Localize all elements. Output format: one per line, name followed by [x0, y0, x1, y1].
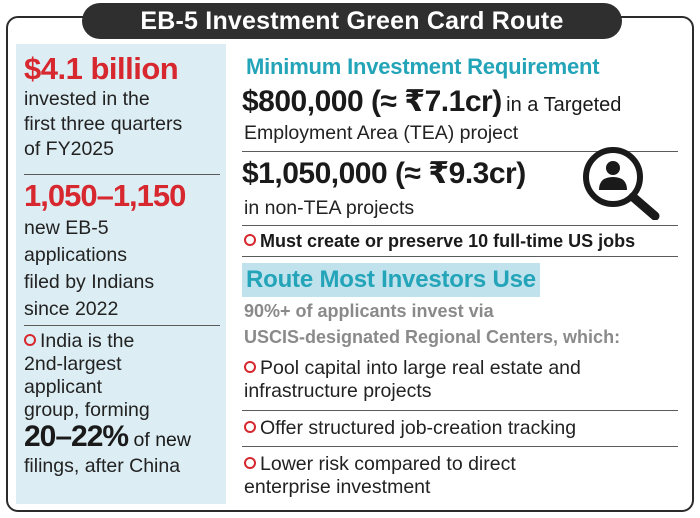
stat-applications-line: new EB-5	[24, 217, 109, 239]
stat-applications-line: since 2022	[24, 298, 119, 320]
bullet-circle-icon	[24, 334, 36, 346]
route-subtext: 90%+ of applicants invest via USCIS-desi…	[244, 298, 620, 350]
india-rank-note: India is the 2nd-largest applicant group…	[24, 330, 191, 478]
stat-investment-line: invested in the	[24, 88, 150, 110]
route-subtext-line: USCIS-designated Regional Centers, which…	[244, 327, 621, 347]
india-rank-line: India is the	[24, 330, 191, 353]
requirement-heading: Minimum Investment Requirement	[246, 54, 600, 79]
divider	[242, 410, 678, 411]
stat-applications-line: applications	[24, 244, 127, 266]
india-share-line: 20–22% of new	[24, 420, 191, 453]
bullet-circle-icon	[244, 234, 256, 246]
india-rank-line: group, forming	[24, 399, 150, 421]
divider	[242, 151, 678, 152]
india-rank-line: 2nd-largest	[24, 353, 122, 375]
jobs-requirement: Must create or preserve 10 full-time US …	[244, 231, 635, 252]
regional-center-benefit: Lower risk compared to direct enterprise…	[244, 453, 516, 498]
stat-investment-line: first three quarters	[24, 113, 183, 135]
india-rank-line: filings, after China	[24, 455, 181, 477]
tea-description: Employment Area (TEA) project	[244, 122, 519, 144]
divider	[242, 446, 678, 447]
page-title: EB-5 Investment Green Card Route	[82, 3, 622, 39]
tea-suffix: in a Targeted	[506, 94, 622, 116]
bullet-circle-icon	[244, 361, 256, 373]
stat-applications: 1,050–1,150 new EB-5 applications filed …	[24, 178, 186, 321]
non-tea-description: in non-TEA projects	[244, 197, 415, 219]
left-stats-panel: $4.1 billion invested in the first three…	[16, 44, 226, 504]
divider	[242, 256, 678, 257]
investor-search-icon	[583, 147, 660, 220]
non-tea-amount: $1,050,000 (≈ ₹9.3cr)	[242, 157, 526, 190]
route-subtext-line: 90%+ of applicants invest via	[244, 301, 494, 321]
regional-center-benefit: Offer structured job-creation tracking	[244, 417, 576, 440]
tea-amount: $800,000 (≈ ₹7.1cr)	[242, 85, 502, 118]
india-rank-line: applicant	[24, 376, 103, 398]
bullet-circle-icon	[244, 421, 256, 433]
route-heading: Route Most Investors Use	[242, 263, 540, 297]
regional-center-benefit: Pool capital into large real estate and …	[244, 357, 581, 402]
bullet-circle-icon	[244, 457, 256, 469]
tea-amount-line: $800,000 (≈ ₹7.1cr) in a Targeted	[242, 84, 621, 119]
stat-investment-line: of FY2025	[24, 138, 114, 160]
stat-applications-value: 1,050–1,150	[24, 178, 186, 213]
stat-investment: $4.1 billion invested in the first three…	[24, 52, 182, 161]
divider	[242, 225, 678, 226]
stat-investment-value: $4.1 billion	[24, 51, 179, 86]
divider	[24, 174, 220, 175]
divider	[24, 325, 220, 326]
stat-applications-line: filed by Indians	[24, 271, 155, 293]
india-share-value: 20–22%	[24, 420, 129, 453]
